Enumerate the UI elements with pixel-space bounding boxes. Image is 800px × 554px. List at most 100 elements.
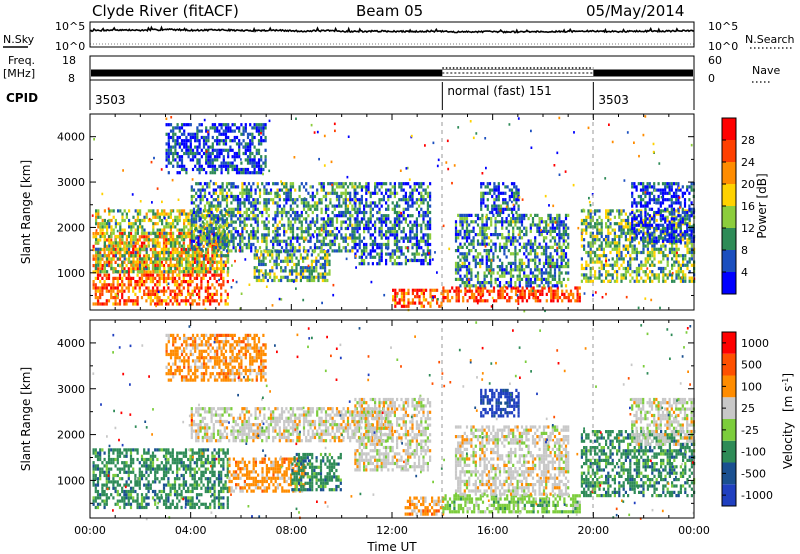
heatmap-cell — [309, 207, 312, 211]
heatmap-cell — [558, 296, 562, 300]
heatmap-cell — [426, 214, 429, 218]
heatmap-cell — [291, 278, 294, 283]
heatmap-cell — [369, 233, 372, 237]
heatmap-cell — [219, 201, 222, 205]
heatmap-cell — [221, 185, 224, 189]
heatmap-cell — [198, 247, 201, 251]
heatmap-cell — [138, 260, 141, 264]
heatmap-cell — [298, 226, 301, 231]
heatmap-cell — [172, 209, 175, 213]
heatmap-cell — [269, 198, 273, 202]
heatmap-cell — [380, 226, 383, 231]
heatmap-cell — [380, 191, 383, 195]
heatmap-cell — [196, 244, 199, 248]
heatmap-cell — [145, 235, 148, 239]
heatmap-cell — [234, 198, 237, 202]
noise-sky-trace — [89, 25, 695, 45]
heatmap-cell — [117, 270, 120, 274]
heatmap-cell — [596, 222, 599, 226]
heatmap-cell — [609, 263, 612, 267]
heatmap-cell — [407, 304, 410, 308]
noise-right-tick-top: 10^5 — [708, 20, 738, 33]
heatmap-cell — [479, 284, 482, 288]
heatmap-cell — [369, 220, 372, 224]
heatmap-cell — [520, 236, 524, 240]
cpid-segment-label: 3503 — [95, 93, 126, 107]
heatmap-cell — [172, 244, 175, 248]
heatmap-cell — [196, 167, 199, 172]
heatmap-cell — [147, 270, 150, 274]
heatmap-cell — [202, 260, 205, 264]
heatmap-cell — [158, 260, 161, 264]
heatmap-cell — [457, 286, 460, 290]
heatmap-cell — [172, 158, 175, 162]
heatmap-cell — [308, 272, 311, 276]
heatmap-cell — [488, 191, 492, 195]
heatmap-cell — [624, 231, 627, 235]
heatmap-cell — [267, 220, 270, 224]
heatmap-cell — [300, 233, 303, 237]
heatmap-cell — [297, 272, 300, 276]
heatmap-cell — [426, 201, 429, 205]
heatmap-cell — [385, 220, 388, 224]
heatmap-cell — [310, 259, 313, 263]
heatmap-cell — [422, 258, 425, 263]
heatmap-cell — [299, 253, 302, 257]
heatmap-cell — [114, 292, 117, 296]
heatmap-cell — [429, 198, 432, 202]
heatmap-cell — [101, 218, 104, 223]
heatmap-cell — [174, 139, 177, 143]
heatmap-cell — [398, 214, 401, 218]
heatmap-cell — [215, 241, 218, 245]
heatmap-cell — [496, 277, 499, 281]
heatmap-cell — [236, 233, 240, 237]
heatmap-cell — [254, 214, 257, 218]
heatmap-cell — [140, 244, 144, 248]
heatmap-cell — [583, 247, 586, 251]
heatmap-cell — [201, 220, 204, 224]
heatmap-cell — [101, 302, 104, 306]
heatmap-cell — [457, 236, 460, 240]
heatmap-cell — [287, 223, 290, 227]
heatmap-cell — [444, 296, 447, 300]
heatmap-cell — [206, 292, 210, 296]
heatmap-cell — [378, 188, 381, 192]
heatmap-cell — [485, 265, 488, 269]
heatmap-cell — [461, 245, 464, 249]
heatmap-cell — [528, 296, 531, 300]
heatmap-cell — [114, 302, 117, 306]
heatmap-cell — [208, 204, 211, 208]
heatmap-cell — [534, 242, 537, 246]
heatmap-cell — [198, 123, 201, 127]
heatmap-cell — [165, 164, 168, 168]
heatmap-cell — [112, 276, 115, 280]
heatmap-cell — [182, 280, 185, 284]
heatmap-cell — [260, 253, 263, 257]
heatmap-cell — [371, 191, 374, 195]
heatmap-cell — [346, 223, 350, 227]
heatmap-cell — [624, 247, 627, 251]
heatmap-cell — [360, 210, 363, 215]
heatmap-cell — [149, 299, 152, 303]
heatmap-cell — [240, 171, 243, 175]
heatmap-cell — [358, 220, 361, 224]
heatmap-cell — [275, 250, 278, 254]
heatmap-cell — [278, 226, 281, 231]
heatmap-cell — [376, 262, 379, 266]
heatmap-cell — [265, 201, 268, 205]
heatmap-cell — [426, 233, 429, 237]
heatmap-cell — [358, 204, 361, 208]
heatmap-cell — [276, 210, 279, 215]
heatmap-cell — [342, 185, 345, 189]
heatmap-cell — [363, 230, 366, 234]
heatmap-cell — [298, 194, 301, 199]
heatmap-cell — [502, 182, 505, 186]
heatmap-cell — [107, 289, 111, 293]
heatmap-cell — [538, 220, 541, 224]
heatmap-cell — [531, 223, 535, 227]
heatmap-cell — [454, 265, 458, 269]
heatmap-cell — [605, 263, 608, 267]
heatmap-cell — [605, 273, 608, 277]
heatmap-cell — [329, 233, 332, 237]
heatmap-cell — [389, 230, 392, 234]
